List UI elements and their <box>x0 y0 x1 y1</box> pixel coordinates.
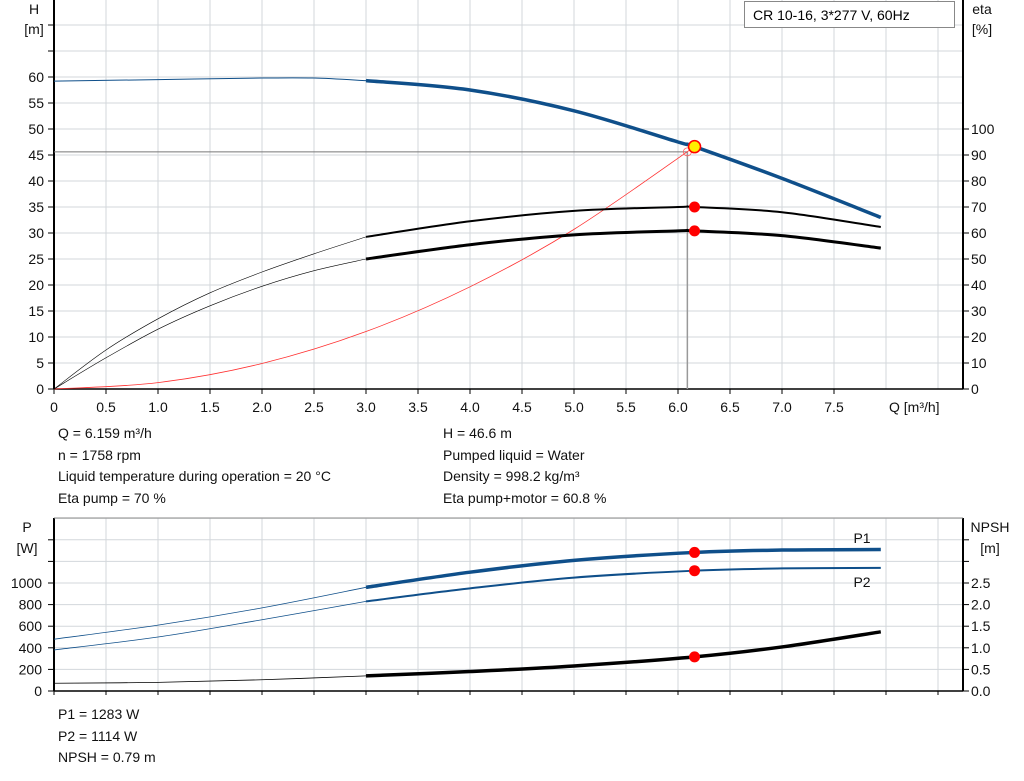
p1-curve-extrapolated <box>53 586 367 640</box>
x-tick-label: 2.5 <box>304 399 324 415</box>
y-right-tick-label: 50 <box>971 251 987 267</box>
x-tick-label: 0 <box>50 399 58 415</box>
y-right-tick-label: 2.5 <box>971 575 991 591</box>
y-left-label: H <box>29 1 39 17</box>
x-tick-label: 1.0 <box>148 399 168 415</box>
y-right-tick-label: 1.5 <box>971 618 991 634</box>
y-right-tick-label: 100 <box>971 121 995 137</box>
eta-pump-motor-curve <box>365 228 881 261</box>
y-right-label: NPSH <box>971 519 1010 535</box>
x-tick-label: 6.5 <box>720 399 740 415</box>
info-bottom: P1 = 1283 W P2 = 1114 W NPSH = 0.79 m <box>58 704 156 769</box>
y-right-tick-label: 80 <box>971 173 987 189</box>
y-left-tick-label: 25 <box>28 251 44 267</box>
x-axis-label: Q [m³/h] <box>889 399 940 415</box>
info-top-right: H = 46.6 m Pumped liquid = Water Density… <box>443 423 606 509</box>
x-tick-label: 3.5 <box>408 399 428 415</box>
npsh-curve <box>365 630 882 678</box>
y-left-tick-label: 800 <box>19 597 43 613</box>
y-right-tick-label: 60 <box>971 225 987 241</box>
p1-curve <box>365 547 881 590</box>
y-right-tick-label: 1.0 <box>971 640 991 656</box>
y-right-tick-label: 2.0 <box>971 597 991 613</box>
y-right-unit: [%] <box>972 21 992 37</box>
info-temperature: Liquid temperature during operation = 20… <box>58 468 331 484</box>
y-right-tick-label: 30 <box>971 303 987 319</box>
y-left-tick-label: 60 <box>28 69 44 85</box>
x-tick-label: 1.5 <box>200 399 220 415</box>
y-left-tick-label: 1000 <box>11 575 42 591</box>
info-p1: P1 = 1283 W <box>58 706 140 722</box>
y-left-tick-label: 200 <box>19 661 43 677</box>
x-tick-label: 5.0 <box>564 399 584 415</box>
x-tick-label: 0.5 <box>96 399 116 415</box>
y-left-tick-label: 0 <box>34 683 42 699</box>
info-flow: Q = 6.159 m³/h <box>58 425 152 441</box>
p2-series-label: P2 <box>853 574 870 590</box>
info-p2: P2 = 1114 W <box>58 727 138 744</box>
info-top-left: Q = 6.159 m³/h n = 1758 rpm Liquid tempe… <box>58 423 331 509</box>
info-liquid: Pumped liquid = Water <box>443 446 585 463</box>
y-left-tick-label: 40 <box>28 173 44 189</box>
info-head: H = 46.6 m <box>443 425 512 441</box>
info-eta-pump-motor: Eta pump+motor = 60.8 % <box>443 489 607 506</box>
info-npsh: NPSH = 0.79 m <box>58 749 156 765</box>
p1-series-label: P1 <box>853 530 870 546</box>
y-right-tick-label: 40 <box>971 277 987 293</box>
y-left-tick-label: 10 <box>28 329 44 345</box>
x-tick-label: 2.0 <box>252 399 272 415</box>
y-left-unit: [W] <box>17 540 38 556</box>
y-right-unit: [m] <box>980 540 999 556</box>
y-left-label: P <box>22 519 31 535</box>
eta-pump-motor-duty-point <box>689 225 701 237</box>
y-right-tick-label: 0.5 <box>971 661 991 677</box>
x-tick-label: 3.0 <box>356 399 376 415</box>
y-left-tick-label: 45 <box>28 147 44 163</box>
info-speed: n = 1758 rpm <box>58 446 141 463</box>
y-right-tick-label: 0.0 <box>971 683 991 699</box>
y-left-tick-label: 400 <box>19 640 43 656</box>
y-right-label: eta <box>972 1 992 17</box>
eta-pump-duty-point <box>689 201 701 213</box>
npsh-duty-point <box>689 651 701 663</box>
p2-curve-extrapolated <box>53 600 367 651</box>
info-eta-pump: Eta pump = 70 % <box>58 489 166 506</box>
y-left-tick-label: 5 <box>36 355 44 371</box>
x-tick-label: 7.5 <box>824 399 844 415</box>
p1-duty-point <box>689 546 701 558</box>
x-tick-label: 4.0 <box>460 399 480 415</box>
y-left-tick-label: 50 <box>28 121 44 137</box>
y-right-tick-label: 10 <box>971 355 987 371</box>
chart-title: CR 10-16, 3*277 V, 60Hz <box>744 1 955 28</box>
head-curve <box>365 78 882 220</box>
y-left-tick-label: 600 <box>19 618 43 634</box>
y-right-tick-label: 70 <box>971 199 987 215</box>
eta-pump-curve <box>365 205 881 238</box>
operating-point <box>687 139 702 154</box>
y-left-tick-label: 30 <box>28 225 44 241</box>
head-curve-extrapolated <box>53 77 367 82</box>
x-tick-label: 6.0 <box>668 399 688 415</box>
x-tick-label: 5.5 <box>616 399 636 415</box>
p2-duty-point <box>689 565 701 577</box>
y-right-tick-label: 90 <box>971 147 987 163</box>
x-tick-label: 4.5 <box>512 399 532 415</box>
y-left-tick-label: 55 <box>28 95 44 111</box>
y-left-tick-label: 15 <box>28 303 44 319</box>
eta-pump-curve-extrapolated <box>53 236 367 390</box>
y-right-tick-label: 0 <box>971 381 979 397</box>
npsh-curve-extrapolated <box>53 675 367 684</box>
y-left-tick-label: 35 <box>28 199 44 215</box>
eta-pump-motor-curve-extrapolated <box>53 258 367 390</box>
info-density: Density = 998.2 kg/m³ <box>443 468 580 484</box>
p2-curve <box>365 566 881 603</box>
y-left-tick-label: 0 <box>36 381 44 397</box>
system-curve <box>53 146 695 390</box>
y-left-unit: [m] <box>24 21 43 37</box>
y-right-tick-label: 20 <box>971 329 987 345</box>
y-left-tick-label: 20 <box>28 277 44 293</box>
x-tick-label: 7.0 <box>772 399 792 415</box>
